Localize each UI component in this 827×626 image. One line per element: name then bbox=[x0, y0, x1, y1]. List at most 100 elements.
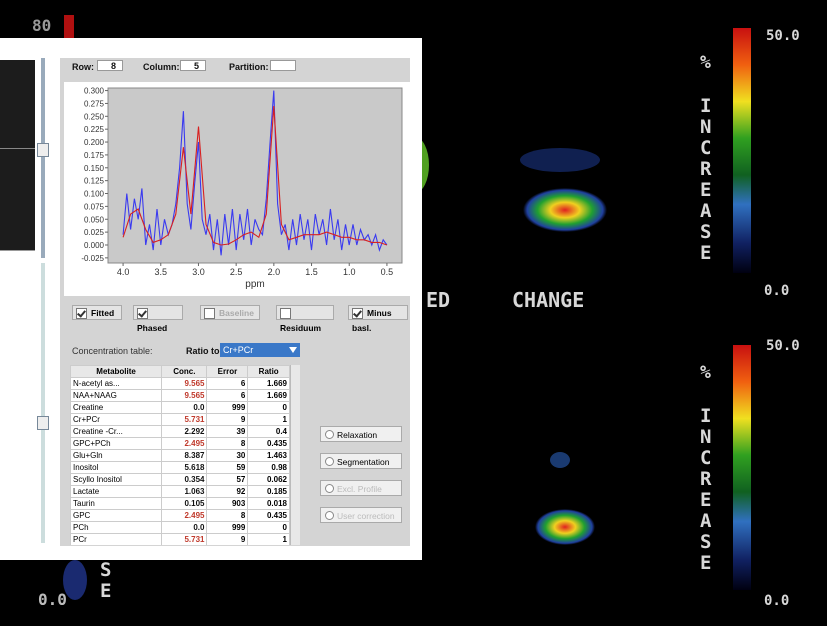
table-cell: 0.0 bbox=[162, 522, 207, 534]
y-tick-label: 0.200 bbox=[84, 138, 105, 147]
color-bar bbox=[733, 345, 751, 590]
table-cell: 9 bbox=[207, 534, 248, 546]
table-cell: Cr+PCr bbox=[71, 414, 162, 426]
table-cell: 999 bbox=[207, 402, 248, 414]
table-row: Inositol5.618590.98 bbox=[71, 462, 290, 474]
concentration-table: MetaboliteConc.ErrorRatioN-acetyl as...9… bbox=[70, 365, 290, 545]
checkbox: Baseline bbox=[200, 305, 260, 320]
y-tick-label: 0.175 bbox=[84, 151, 105, 160]
y-tick-label: 0.300 bbox=[84, 87, 105, 96]
table-cell: 30 bbox=[207, 450, 248, 462]
scan-blob bbox=[550, 452, 570, 468]
slider-track bbox=[41, 263, 45, 543]
table-cell: 0 bbox=[248, 522, 290, 534]
table-cell: 1.063 bbox=[162, 486, 207, 498]
table-cell: 999 bbox=[207, 522, 248, 534]
table-row: PCr5.73191 bbox=[71, 534, 290, 546]
table-cell: 0.018 bbox=[248, 498, 290, 510]
table-cell: 59 bbox=[207, 462, 248, 474]
table-cell: N-acetyl as... bbox=[71, 378, 162, 390]
scale-min: 0.0 bbox=[764, 593, 789, 609]
x-tick-label: 3.0 bbox=[192, 267, 205, 277]
option-button[interactable]: Relaxation bbox=[320, 426, 402, 442]
table-cell: 0.185 bbox=[248, 486, 290, 498]
scale-min: 0.0 bbox=[764, 283, 789, 299]
y-tick-label: 0.275 bbox=[84, 99, 105, 108]
column-header: Metabolite bbox=[71, 366, 162, 378]
table-cell: 0.062 bbox=[248, 474, 290, 486]
table-cell: 6 bbox=[207, 378, 248, 390]
y-tick-label: 0.250 bbox=[84, 112, 105, 121]
table-cell: 5.618 bbox=[162, 462, 207, 474]
table-cell: PCr bbox=[71, 534, 162, 546]
option-button: Excl. Profile bbox=[320, 480, 402, 496]
checkbox-label: Residuum bbox=[280, 323, 321, 333]
table-cell: Lactate bbox=[71, 486, 162, 498]
table-cell: 5.731 bbox=[162, 534, 207, 546]
table-cell: 0.435 bbox=[248, 438, 290, 450]
table-cell: PCh bbox=[71, 522, 162, 534]
plot-area bbox=[108, 88, 402, 263]
table-cell: 9 bbox=[207, 414, 248, 426]
table-row: Scyllo Inositol0.354570.062 bbox=[71, 474, 290, 486]
table-cell: Creatine bbox=[71, 402, 162, 414]
checkbox[interactable]: Fitted bbox=[72, 305, 122, 320]
scrollbar[interactable] bbox=[290, 365, 300, 545]
scan-blob bbox=[523, 188, 607, 232]
ratio-label: Ratio to: bbox=[186, 346, 223, 356]
table-row: Taurin0.1059030.018 bbox=[71, 498, 290, 510]
table-cell: 1 bbox=[248, 534, 290, 546]
x-tick-label: 3.5 bbox=[155, 267, 168, 277]
screen: 80 ED CHANGE 0.0 SE %INCREASE50.00.0%INC… bbox=[0, 0, 827, 626]
table-cell: 2.495 bbox=[162, 510, 207, 522]
table-cell: 39 bbox=[207, 426, 248, 438]
x-tick-label: 2.5 bbox=[230, 267, 243, 277]
checkbox-box bbox=[204, 308, 215, 319]
dropdown-arrow bbox=[288, 346, 298, 354]
caption: CHANGE bbox=[512, 288, 584, 312]
bottom-left-label: 0.0 bbox=[38, 590, 67, 609]
scan-blob bbox=[535, 509, 595, 545]
y-tick-label: 0.225 bbox=[84, 125, 105, 134]
table-cell: 0.354 bbox=[162, 474, 207, 486]
slider-thumb[interactable] bbox=[37, 416, 49, 430]
table-row: GPC+PCh2.49580.435 bbox=[71, 438, 290, 450]
checkbox[interactable]: Residuum bbox=[276, 305, 334, 320]
scale-max: 50.0 bbox=[766, 338, 800, 354]
scale-symbol: % bbox=[700, 362, 711, 383]
checkbox[interactable]: Phased bbox=[133, 305, 183, 320]
table-cell: Scyllo Inositol bbox=[71, 474, 162, 486]
table-row: PCh0.09990 bbox=[71, 522, 290, 534]
table-cell: 2.495 bbox=[162, 438, 207, 450]
scan-blob bbox=[520, 148, 600, 172]
x-tick-label: 1.0 bbox=[343, 267, 356, 277]
table-cell: 8 bbox=[207, 438, 248, 450]
checkbox[interactable]: Minus basl. bbox=[348, 305, 408, 320]
checkbox-box bbox=[280, 308, 291, 319]
y-tick-label: -0.025 bbox=[81, 254, 104, 263]
table-cell: 0.435 bbox=[248, 510, 290, 522]
table-cell: 0.4 bbox=[248, 426, 290, 438]
table-cell: 903 bbox=[207, 498, 248, 510]
table-cell: 2.292 bbox=[162, 426, 207, 438]
table-cell: NAA+NAAG bbox=[71, 390, 162, 402]
y-tick-label: 0.000 bbox=[84, 241, 105, 250]
checkbox-box bbox=[76, 308, 87, 319]
table-cell: 9.565 bbox=[162, 390, 207, 402]
table-cell: 1.669 bbox=[248, 378, 290, 390]
option-button[interactable]: Segmentation bbox=[320, 453, 402, 469]
table-cell: Glu+Gln bbox=[71, 450, 162, 462]
scale-word: INCREASE bbox=[700, 406, 711, 574]
table-row: GPC2.49580.435 bbox=[71, 510, 290, 522]
table-cell: 57 bbox=[207, 474, 248, 486]
scale-max: 50.0 bbox=[766, 28, 800, 44]
table-cell: Inositol bbox=[71, 462, 162, 474]
bottom-partial: SE bbox=[100, 560, 111, 602]
y-tick-label: 0.150 bbox=[84, 164, 105, 173]
y-tick-label: 0.025 bbox=[84, 228, 105, 237]
y-tick-label: 0.050 bbox=[84, 215, 105, 224]
column-header: Error bbox=[207, 366, 248, 378]
